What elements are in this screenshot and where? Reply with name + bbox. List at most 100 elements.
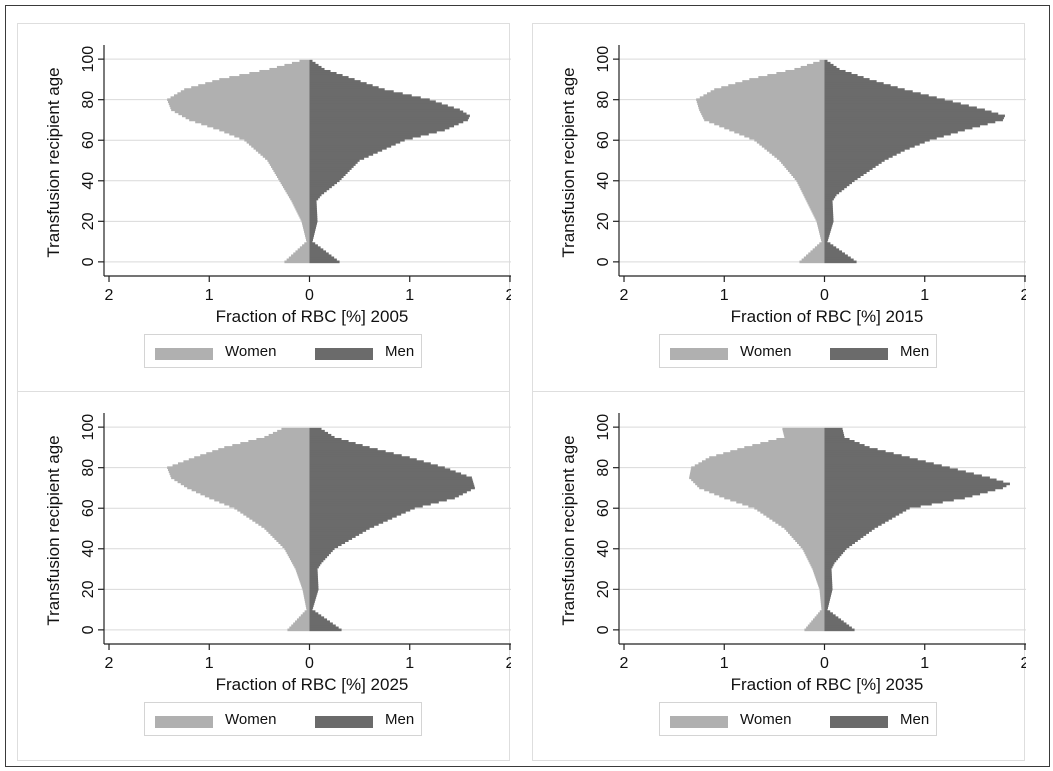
bar-women [180, 90, 310, 93]
bar-men [309, 525, 375, 528]
bar-men [824, 191, 840, 195]
bar-women [264, 435, 310, 439]
bar-women [305, 236, 310, 239]
bar-men [824, 63, 834, 67]
bar-women [719, 124, 825, 128]
bar-men [824, 553, 842, 557]
bar-men [309, 110, 464, 114]
bar-men [309, 553, 329, 557]
bar-men [309, 86, 379, 89]
bar-men [309, 561, 322, 565]
bar-women [782, 427, 825, 431]
bar-men [309, 435, 335, 439]
bar-men [824, 153, 897, 156]
bar-women [808, 203, 825, 207]
bar-women [195, 120, 310, 124]
bar-men [824, 563, 834, 567]
bar-men [824, 468, 958, 472]
bar-women [820, 594, 825, 597]
bar-women [752, 444, 825, 447]
bar-women [261, 525, 310, 528]
bar-men [309, 494, 459, 498]
bar-men [824, 195, 836, 199]
bar-men [824, 96, 937, 99]
bar-women [302, 612, 310, 615]
bar-men [824, 185, 847, 189]
bar-women [820, 238, 825, 241]
bar-women [797, 181, 825, 185]
bar-men [309, 130, 437, 134]
bar-men [309, 565, 319, 569]
bar-men [309, 577, 319, 581]
bar-men [824, 585, 833, 589]
bar-women [244, 138, 310, 142]
bar-men [309, 138, 405, 142]
bar-women [805, 553, 825, 557]
bar-men [824, 545, 850, 549]
bar-men [824, 531, 870, 534]
bar-men [824, 226, 832, 229]
y-tick-label: 20 [80, 580, 97, 598]
bar-men [309, 76, 349, 79]
bar-women [763, 512, 825, 516]
bar-men [309, 537, 353, 540]
bar-men [309, 69, 331, 73]
bar-men [824, 567, 832, 571]
bar-men [309, 175, 344, 179]
bar-men [824, 547, 847, 551]
bar-men [824, 250, 843, 254]
bar-men [824, 94, 929, 97]
bar-women [716, 454, 825, 457]
bar-men [824, 527, 875, 530]
bar-women [258, 151, 310, 154]
bar-women [291, 559, 310, 563]
bar-men [824, 626, 852, 630]
bar-women [819, 242, 825, 245]
bar-women [749, 136, 825, 140]
bar-men [824, 474, 982, 478]
bar-women [699, 486, 825, 490]
bar-women [295, 250, 310, 254]
bar-women [709, 490, 825, 494]
bar-men [309, 155, 369, 158]
bar-women [690, 468, 825, 472]
x-tick-label: 0 [820, 287, 829, 304]
bar-women [697, 484, 825, 488]
bar-women [744, 134, 825, 138]
bar-men [824, 211, 834, 215]
bar-women [286, 258, 310, 262]
bar-women [170, 474, 310, 478]
bar-men [824, 555, 840, 559]
bar-men [309, 472, 462, 476]
bar-women [803, 549, 825, 553]
bar-women [778, 523, 825, 526]
bar-women [224, 446, 310, 449]
bar-women [805, 197, 825, 201]
bar-women [174, 478, 310, 482]
bar-women [702, 114, 825, 118]
bar-men [309, 541, 346, 545]
bar-men [309, 575, 318, 579]
bar-women [806, 555, 825, 559]
bar-men [309, 197, 319, 201]
legend-label-men: Men [900, 711, 930, 728]
x-tick-label: 1 [720, 655, 729, 672]
bar-men [824, 523, 882, 526]
bar-men [309, 128, 445, 132]
bar-women [791, 173, 825, 177]
bar-men [824, 440, 855, 443]
bar-women [277, 429, 310, 433]
bar-women [284, 547, 310, 551]
bar-men [824, 76, 864, 79]
bar-women [298, 616, 310, 620]
bar-men [309, 486, 475, 490]
bar-men [309, 122, 459, 126]
bar-men [824, 588, 833, 591]
bar-men [824, 151, 901, 154]
bar-men [309, 189, 327, 193]
bar-women [808, 252, 825, 256]
bar-women [800, 545, 825, 549]
bar-men [824, 193, 837, 197]
bar-women [224, 130, 310, 134]
bar-women [809, 205, 825, 209]
